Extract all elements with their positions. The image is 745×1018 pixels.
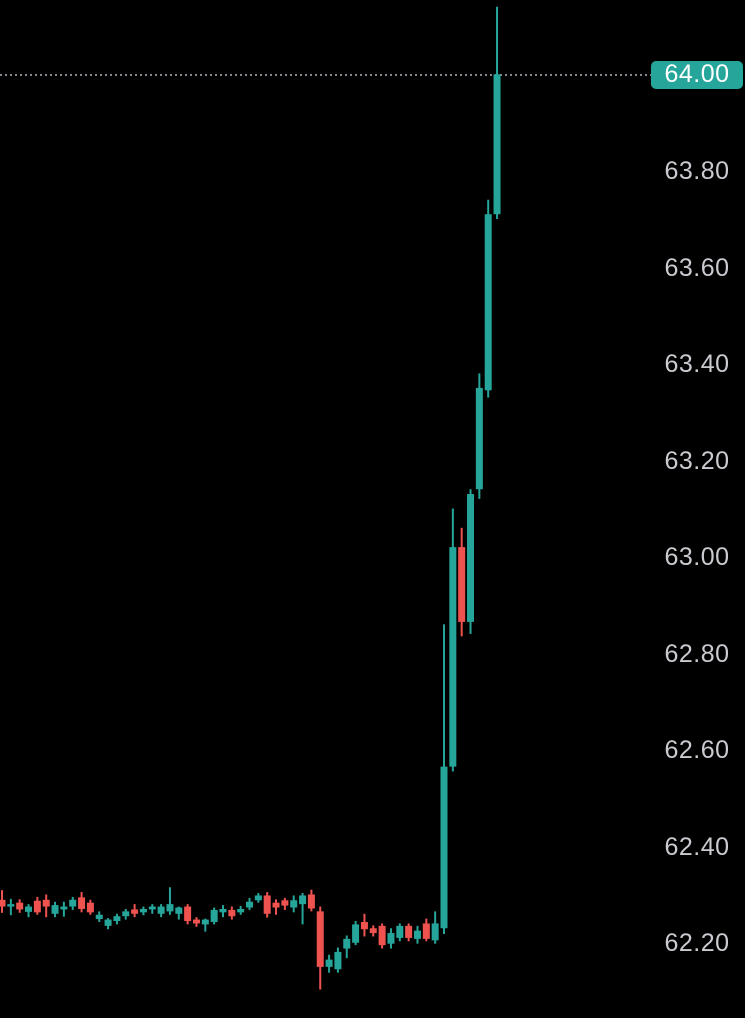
candle [422, 918, 430, 942]
candle [369, 925, 377, 937]
candle [290, 895, 298, 913]
candle [343, 935, 351, 959]
candle [42, 894, 50, 918]
candle [184, 904, 192, 925]
candle [254, 893, 262, 903]
candle [78, 892, 86, 913]
candle [210, 907, 218, 925]
candle [33, 896, 41, 915]
current-price-badge: 64.00 [651, 60, 743, 89]
candle [272, 899, 280, 915]
candle [458, 527, 466, 637]
candle [316, 906, 324, 990]
candle [175, 906, 183, 920]
candle [157, 904, 165, 918]
candle [104, 918, 112, 930]
candle [219, 905, 227, 918]
candle [325, 954, 333, 973]
candle [148, 904, 156, 914]
candle [86, 899, 94, 915]
candle [307, 889, 315, 912]
candle [484, 199, 492, 398]
candle [299, 893, 307, 925]
candle [378, 923, 386, 949]
candle [0, 890, 6, 913]
candle [7, 898, 15, 916]
candle [493, 6, 501, 220]
current-price-dotted-line [0, 73, 651, 76]
candle [25, 904, 33, 918]
candle [396, 923, 404, 942]
candle [192, 917, 200, 927]
current-price-label: 64.00 [664, 60, 730, 89]
candle [237, 906, 245, 915]
candle [352, 921, 360, 946]
candle [95, 911, 103, 922]
candle [475, 373, 483, 499]
candle [467, 489, 475, 634]
candle [228, 906, 236, 920]
candle [440, 624, 448, 935]
candle [387, 928, 395, 949]
candle [405, 923, 413, 942]
candle [360, 913, 368, 937]
candle [113, 913, 121, 925]
candle [16, 899, 24, 913]
candle [431, 911, 439, 944]
candle [69, 896, 77, 910]
candle [449, 508, 457, 772]
candle [413, 925, 421, 944]
candle [334, 947, 342, 973]
candle [60, 901, 68, 917]
candle [166, 887, 174, 915]
candle [281, 897, 289, 910]
candle [51, 901, 59, 918]
candle [139, 906, 147, 916]
candle [131, 904, 139, 918]
candle [201, 918, 209, 932]
candle [122, 908, 130, 920]
candle [246, 897, 254, 910]
candle [263, 892, 271, 918]
